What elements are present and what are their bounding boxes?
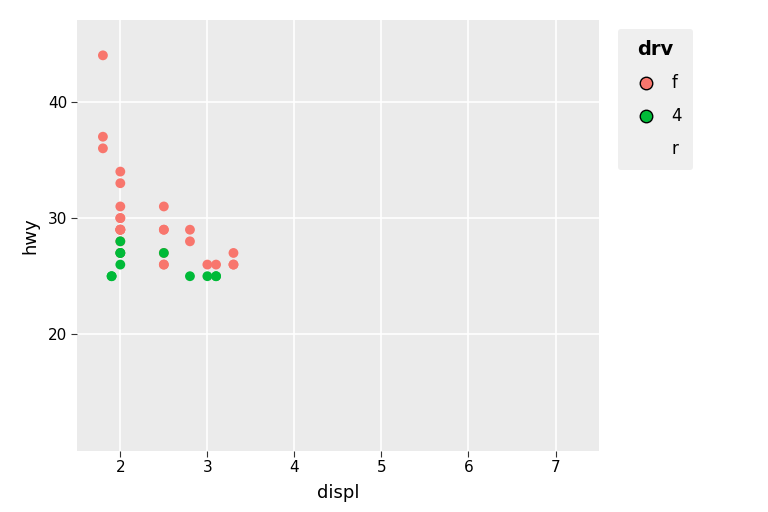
Point	[114, 261, 127, 269]
Point	[105, 272, 118, 280]
Point	[114, 226, 127, 234]
Point	[210, 272, 222, 280]
Point	[114, 249, 127, 257]
Y-axis label: hwy: hwy	[22, 217, 39, 254]
Legend: f, 4, r: f, 4, r	[617, 29, 694, 170]
Point	[114, 179, 127, 187]
Point	[210, 272, 222, 280]
Point	[157, 261, 170, 269]
Point	[114, 249, 127, 257]
Point	[97, 144, 109, 153]
Point	[114, 226, 127, 234]
Point	[157, 202, 170, 210]
Point	[157, 261, 170, 269]
Point	[157, 249, 170, 257]
Point	[227, 261, 240, 269]
Point	[201, 261, 214, 269]
Point	[157, 226, 170, 234]
Point	[114, 214, 127, 222]
Point	[201, 272, 214, 280]
Point	[114, 237, 127, 245]
Point	[97, 133, 109, 141]
Point	[114, 214, 127, 222]
Point	[227, 261, 240, 269]
X-axis label: displ: displ	[316, 484, 359, 502]
Point	[114, 226, 127, 234]
Point	[114, 202, 127, 210]
Point	[114, 249, 127, 257]
Point	[184, 226, 196, 234]
Point	[227, 249, 240, 257]
Point	[157, 226, 170, 234]
Point	[157, 249, 170, 257]
Point	[97, 51, 109, 59]
Point	[105, 272, 118, 280]
Point	[114, 237, 127, 245]
Point	[184, 237, 196, 245]
Point	[114, 226, 127, 234]
Point	[210, 261, 222, 269]
Point	[184, 272, 196, 280]
Point	[114, 167, 127, 176]
